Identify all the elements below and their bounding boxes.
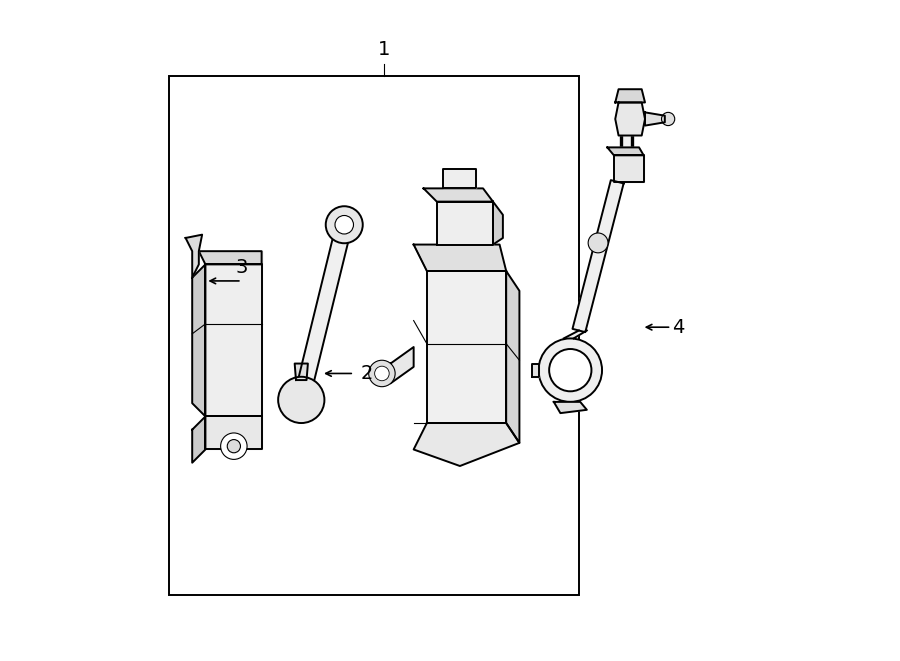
Circle shape [227,440,240,453]
Polygon shape [293,223,352,402]
Polygon shape [436,202,493,245]
Circle shape [220,433,248,459]
Polygon shape [614,155,644,182]
Circle shape [335,215,354,234]
Polygon shape [616,102,645,136]
Polygon shape [205,416,262,449]
Text: 2: 2 [361,364,374,383]
Polygon shape [185,235,202,278]
Polygon shape [563,330,587,338]
Polygon shape [608,147,643,155]
Polygon shape [294,364,308,380]
Polygon shape [427,271,506,423]
Polygon shape [506,271,519,443]
Polygon shape [193,264,205,416]
Polygon shape [554,402,587,413]
Polygon shape [444,169,476,188]
Circle shape [369,360,395,387]
Polygon shape [391,347,414,383]
Circle shape [326,206,363,243]
Polygon shape [572,180,624,332]
Polygon shape [414,423,519,466]
Polygon shape [193,416,205,463]
Text: 3: 3 [236,258,248,277]
Polygon shape [620,136,633,147]
Polygon shape [532,364,538,377]
Polygon shape [616,89,645,102]
Polygon shape [493,202,503,245]
Circle shape [588,233,608,253]
Polygon shape [205,264,262,416]
Polygon shape [199,251,262,264]
Circle shape [662,112,675,126]
Circle shape [538,338,602,402]
Text: 1: 1 [378,40,390,59]
Circle shape [549,349,591,391]
Circle shape [278,377,324,423]
Polygon shape [424,188,493,202]
Polygon shape [414,245,506,271]
Text: 4: 4 [672,318,684,336]
Circle shape [374,366,389,381]
Polygon shape [645,112,665,126]
Bar [169,76,579,595]
